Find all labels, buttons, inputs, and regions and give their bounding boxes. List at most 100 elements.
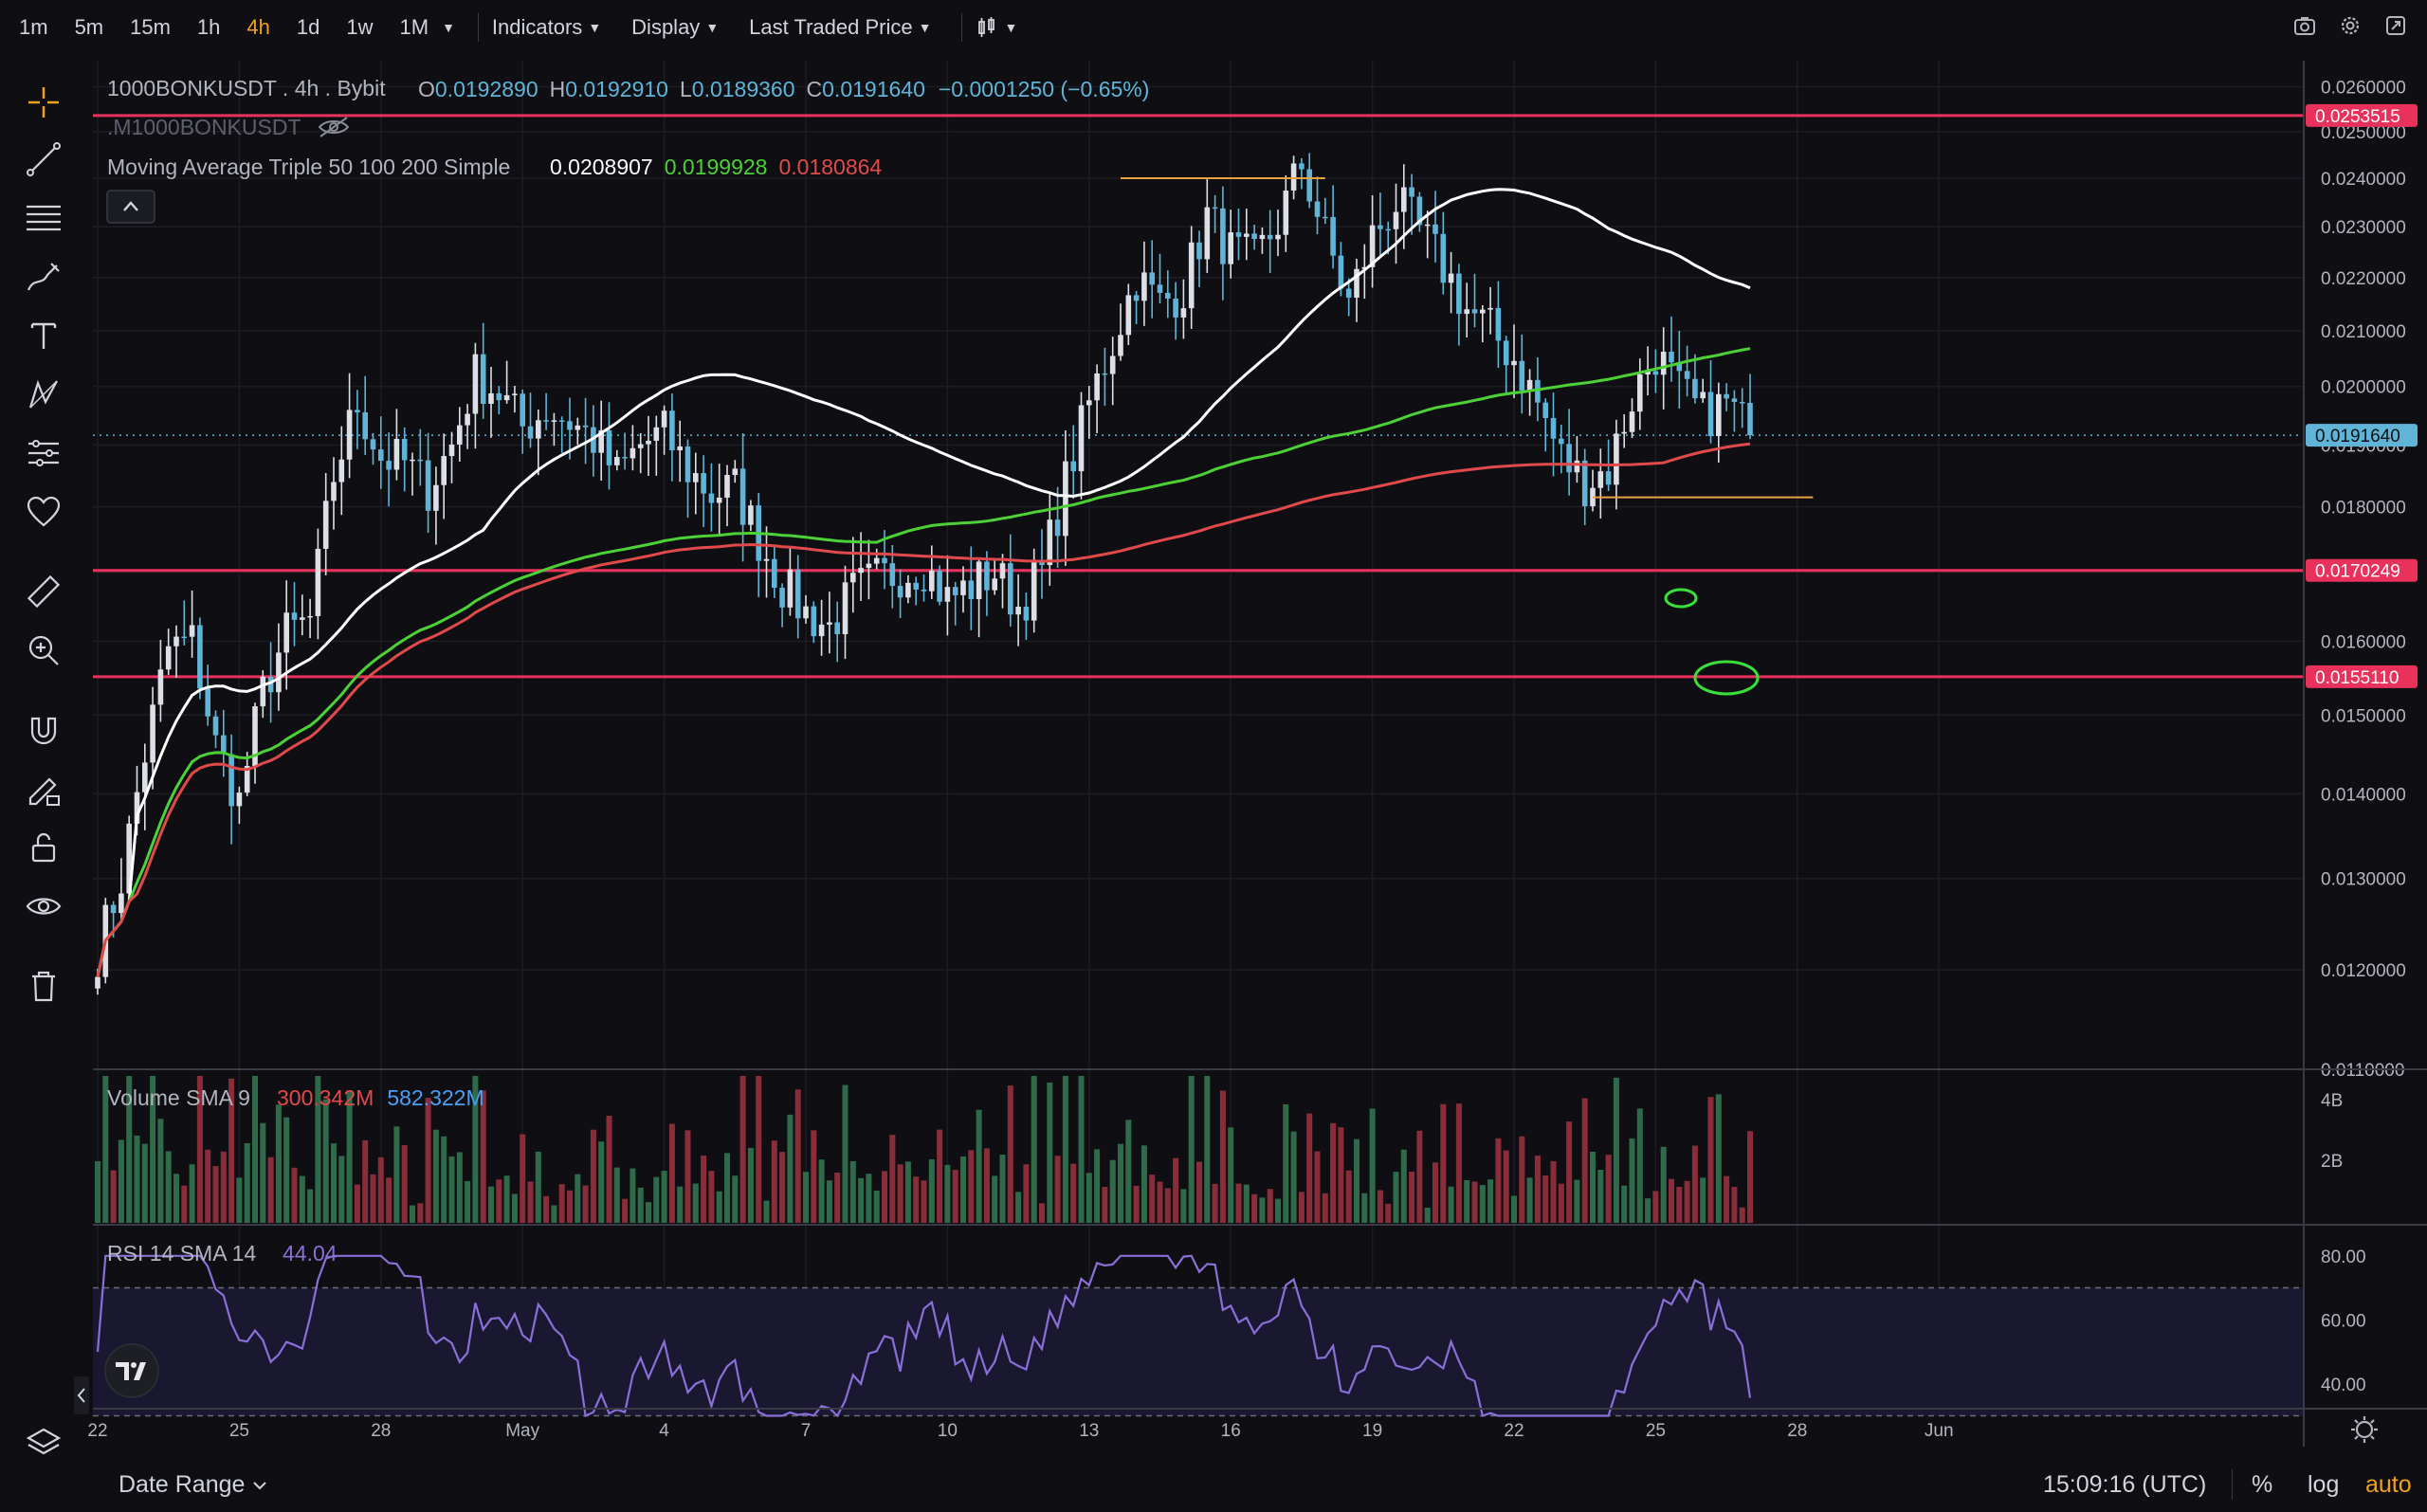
candle-body xyxy=(1684,371,1690,379)
tradingview-logo[interactable] xyxy=(104,1343,159,1398)
timeframe-5m[interactable]: 5m xyxy=(74,15,104,39)
volume-bar xyxy=(1102,1187,1108,1223)
rsi-indicator-name[interactable]: RSI 14 SMA 14 xyxy=(107,1241,256,1266)
log-scale-toggle[interactable]: log xyxy=(2308,1471,2340,1498)
timeframe-dropdown-icon[interactable]: ▼ xyxy=(442,20,455,35)
compare-symbol-label[interactable]: .M1000BONKUSDT xyxy=(107,115,301,139)
pattern-tool-icon[interactable] xyxy=(21,372,66,417)
utc-clock[interactable]: 15:09:16 (UTC) xyxy=(2043,1471,2207,1498)
volume-bar xyxy=(1007,1085,1013,1223)
candle-body xyxy=(1299,163,1305,170)
volume-bar xyxy=(904,1161,911,1223)
trend-line-icon[interactable] xyxy=(21,137,66,182)
candle-body xyxy=(1605,471,1612,485)
timeframe-4h[interactable]: 4h xyxy=(246,15,270,39)
candle-body xyxy=(984,561,990,591)
volume-bar xyxy=(181,1185,188,1223)
volume-bar xyxy=(1345,1170,1352,1223)
candle-body xyxy=(134,792,140,824)
indicators-label: Indicators xyxy=(491,15,583,39)
volume-bar xyxy=(590,1129,596,1223)
text-tool-icon[interactable] xyxy=(21,313,66,358)
candle-body xyxy=(937,570,942,602)
candle-body xyxy=(244,765,250,793)
candle-body xyxy=(386,461,392,470)
chart-type-button[interactable]: ▼ xyxy=(976,16,1017,39)
timeframe-1m[interactable]: 1m xyxy=(19,15,48,39)
heart-favorites-icon[interactable] xyxy=(21,489,66,535)
scroll-left-button[interactable] xyxy=(74,1376,89,1414)
display-button[interactable]: Display ▼ xyxy=(631,15,719,40)
candle-body xyxy=(567,421,573,430)
volume-bar xyxy=(646,1202,651,1223)
last-price-badge-text: 0.0191640 xyxy=(2315,427,2400,446)
ma200-value: 0.0180864 xyxy=(778,155,882,179)
volume-bar xyxy=(1235,1183,1242,1223)
timeframe-1d[interactable]: 1d xyxy=(296,15,320,39)
volume-bar xyxy=(488,1186,494,1223)
candle-body xyxy=(1290,163,1297,191)
date-range-button[interactable]: Date Range xyxy=(119,1471,267,1499)
volume-value: 300.342M xyxy=(277,1085,374,1110)
candle-body xyxy=(1338,255,1344,289)
time-axis-settings-icon[interactable] xyxy=(2351,1416,2378,1443)
brush-icon[interactable] xyxy=(21,254,66,300)
candle-body xyxy=(591,427,596,453)
volume-bar xyxy=(937,1129,943,1223)
price-source-button[interactable]: Last Traded Price ▼ xyxy=(749,15,931,40)
timeframe-15m[interactable]: 15m xyxy=(130,15,171,39)
candle-body xyxy=(221,735,227,755)
volume-bar xyxy=(952,1170,958,1223)
ma-indicator-name[interactable]: Moving Average Triple 50 100 200 Simple xyxy=(107,155,510,179)
candle-body xyxy=(637,444,644,448)
rsi-tick-label: 60.00 xyxy=(2321,1311,2366,1331)
candle-body xyxy=(536,420,541,439)
symbol-label[interactable]: 1000BONKUSDT . 4h . Bybit xyxy=(107,76,386,100)
volume-bar xyxy=(1157,1181,1163,1223)
indicators-button[interactable]: Indicators ▼ xyxy=(492,15,601,40)
settings-gear-icon[interactable] xyxy=(2338,13,2363,38)
candle-body xyxy=(228,754,234,807)
magnet-icon[interactable] xyxy=(21,707,66,753)
volume-bar xyxy=(220,1151,227,1223)
candle-body xyxy=(669,410,675,451)
eye-hidden-icon[interactable] xyxy=(318,117,350,137)
unlock-icon[interactable] xyxy=(21,825,66,870)
eye-visibility-icon[interactable] xyxy=(21,884,66,929)
chart-canvas[interactable]: 0.0260000 0.0250000 0.0240000 0.0230000 0.02… xyxy=(0,0,2427,1458)
volume-bar xyxy=(157,1119,164,1223)
trash-icon[interactable] xyxy=(21,963,66,1009)
volume-indicator-name[interactable]: Volume SMA 9 xyxy=(107,1085,250,1110)
ruler-icon[interactable] xyxy=(21,569,66,614)
volume-bar xyxy=(432,1129,439,1223)
timeframe-1w[interactable]: 1w xyxy=(346,15,374,39)
zoom-in-icon[interactable] xyxy=(21,628,66,673)
percent-scale-toggle[interactable]: % xyxy=(2252,1471,2273,1498)
volume-bar xyxy=(543,1195,550,1223)
timeframe-1M[interactable]: 1M xyxy=(399,15,429,39)
candle-body xyxy=(968,580,975,600)
volume-bar xyxy=(1597,1170,1604,1223)
candle-body xyxy=(1716,393,1722,437)
collapse-legend-button[interactable] xyxy=(106,190,155,224)
candle-body xyxy=(739,468,746,525)
layers-icon[interactable] xyxy=(21,1420,66,1466)
fullscreen-icon[interactable] xyxy=(2383,13,2408,38)
candle-body xyxy=(1542,402,1548,419)
measure-lines-icon[interactable] xyxy=(21,430,66,476)
crosshair-icon[interactable] xyxy=(21,80,66,125)
fib-lines-icon[interactable] xyxy=(21,195,66,241)
volume-bar xyxy=(771,1140,777,1223)
lock-drawing-icon[interactable] xyxy=(21,766,66,811)
candle-body xyxy=(1054,519,1061,537)
candle-body xyxy=(1023,607,1030,621)
candle-body xyxy=(763,558,770,561)
timeframe-1h[interactable]: 1h xyxy=(196,15,221,39)
candle-body xyxy=(520,393,525,427)
camera-icon[interactable] xyxy=(2292,13,2317,38)
auto-scale-toggle[interactable]: auto xyxy=(2365,1471,2412,1498)
volume-bar xyxy=(1645,1198,1651,1223)
volume-bar xyxy=(1188,1076,1195,1223)
candle-body xyxy=(866,563,872,569)
candle-body xyxy=(999,563,1006,579)
